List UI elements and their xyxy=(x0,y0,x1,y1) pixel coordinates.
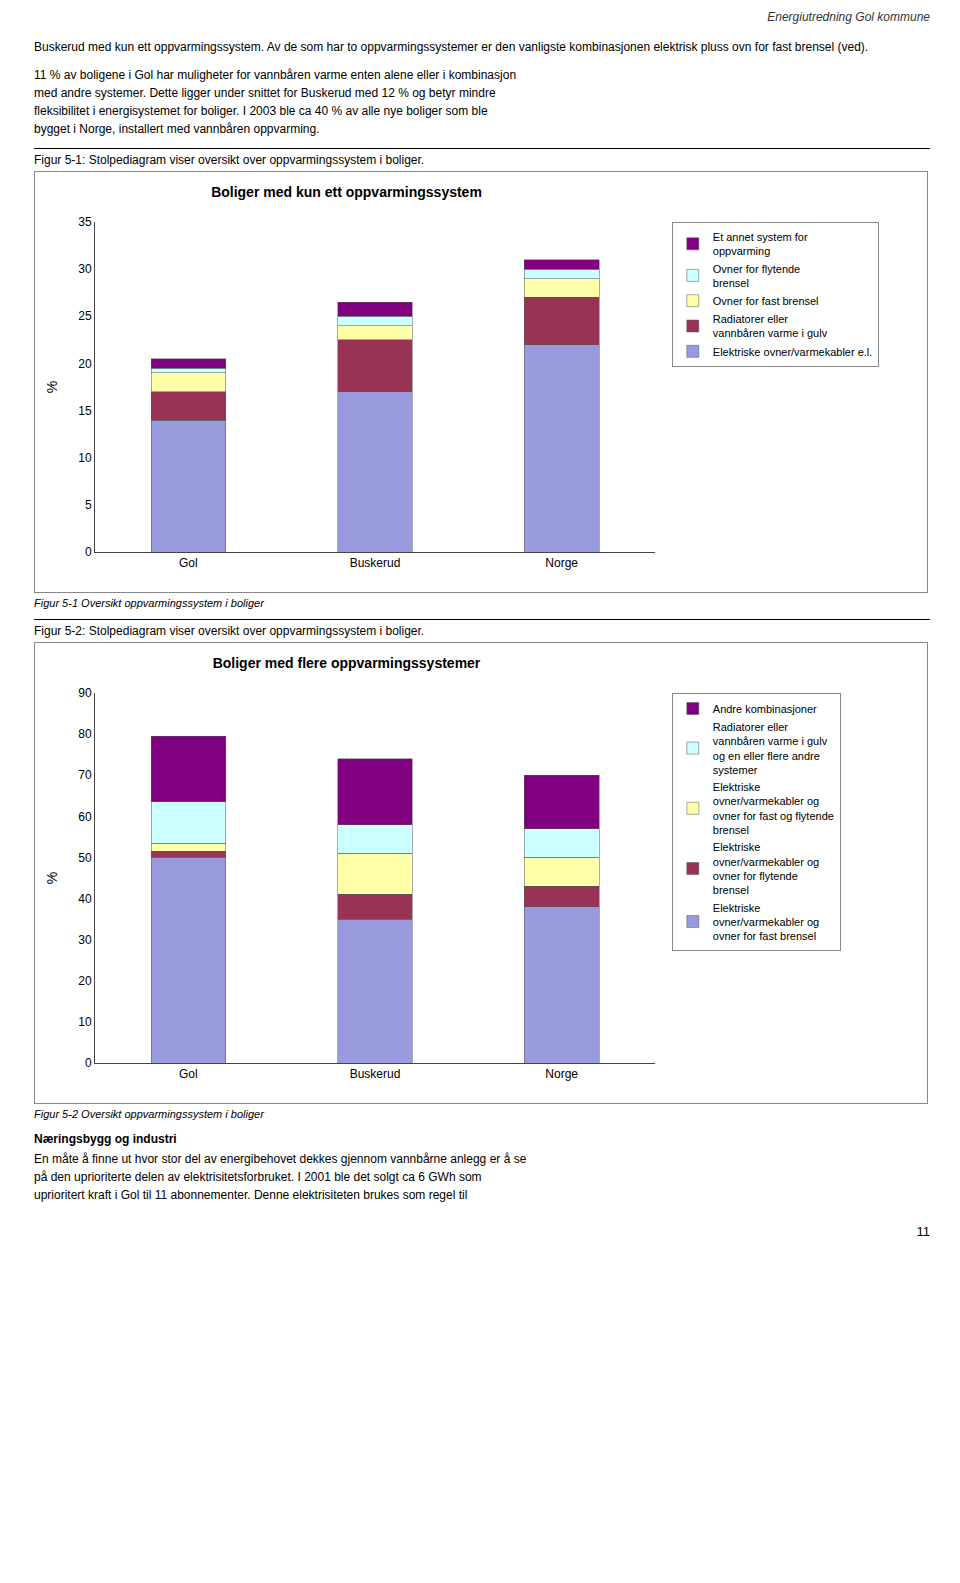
svg-text:25: 25 xyxy=(78,309,92,323)
svg-text:Gol: Gol xyxy=(179,556,198,570)
svg-text:10: 10 xyxy=(78,451,92,465)
svg-text:15: 15 xyxy=(78,404,92,418)
html-text:fleksibilitet i energisystemet: fleksibilitet i energisystemet for bolig… xyxy=(34,104,488,118)
svg-text:Boliger med kun ett oppvarming: Boliger med kun ett oppvarmingssystem xyxy=(211,184,482,200)
svg-text:Buskerud: Buskerud xyxy=(350,1067,401,1081)
svg-text:Norge: Norge xyxy=(545,556,578,570)
svg-text:30: 30 xyxy=(78,262,92,276)
html-text:Energiutredning Gol kommune: Energiutredning Gol kommune xyxy=(767,10,930,24)
svg-text:Radiatorer ellervannbåren varm: Radiatorer ellervannbåren varme i gulv xyxy=(713,313,828,339)
svg-text:Andre kombinasjoner: Andre kombinasjoner xyxy=(713,703,817,715)
html-text:bygget i Norge, installert med: bygget i Norge, installert med vannbåren… xyxy=(34,122,320,136)
svg-text:Gol: Gol xyxy=(179,1067,198,1081)
svg-text:5: 5 xyxy=(85,498,92,512)
html-text:Næringsbygg og industri: Næringsbygg og industri xyxy=(34,1132,177,1146)
svg-text:30: 30 xyxy=(78,933,92,947)
svg-text:10: 10 xyxy=(78,1015,92,1029)
svg-text:Ovner for flytendebrensel: Ovner for flytendebrensel xyxy=(713,263,800,289)
svg-text:%: % xyxy=(44,872,60,884)
html-text:uprioritert kraft i Gol til 11: uprioritert kraft i Gol til 11 abonnemen… xyxy=(34,1188,468,1202)
svg-text:0: 0 xyxy=(85,1056,92,1070)
svg-text:20: 20 xyxy=(78,974,92,988)
svg-text:35: 35 xyxy=(78,215,92,229)
svg-text:Buskerud: Buskerud xyxy=(350,556,401,570)
svg-text:70: 70 xyxy=(78,768,92,782)
html-text:Buskerud med kun ett oppvarmin: Buskerud med kun ett oppvarmingssystem. … xyxy=(34,40,869,54)
svg-text:Elektriskeovner/varmekabler og: Elektriskeovner/varmekabler ogovner for … xyxy=(713,781,834,836)
svg-text:0: 0 xyxy=(85,545,92,559)
html-text:Figur 5-1 Oversikt oppvarmings: Figur 5-1 Oversikt oppvarmingssystem i b… xyxy=(34,597,264,609)
html-text:Figur 5-1: Stolpediagram viser: Figur 5-1: Stolpediagram viser oversikt … xyxy=(34,153,425,167)
svg-text:Elektriskeovner/varmekabler og: Elektriskeovner/varmekabler ogovner for … xyxy=(713,902,819,943)
html-text:En måte å finne ut hvor stor d: En måte å finne ut hvor stor del av ener… xyxy=(34,1152,527,1166)
html-text:Figur 5-2 Oversikt oppvarmings: Figur 5-2 Oversikt oppvarmingssystem i b… xyxy=(34,1108,264,1120)
svg-text:Ovner for fast brensel: Ovner for fast brensel xyxy=(713,295,819,307)
svg-text:Boliger med flere oppvarmingss: Boliger med flere oppvarmingssystemer xyxy=(213,655,481,671)
svg-text:Et annet system foroppvarming: Et annet system foroppvarming xyxy=(713,231,808,257)
html-text:11: 11 xyxy=(916,1224,930,1239)
svg-text:50: 50 xyxy=(78,851,92,865)
html-text:på den uprioriterte delen av e: på den uprioriterte delen av elektrisite… xyxy=(34,1170,482,1184)
svg-text:90: 90 xyxy=(78,686,92,700)
svg-text:40: 40 xyxy=(78,892,92,906)
svg-text:Radiatorer ellervannbåren varm: Radiatorer ellervannbåren varme i gulvog… xyxy=(713,721,828,776)
html-text:med andre systemer. Dette ligg: med andre systemer. Dette ligger under s… xyxy=(34,86,496,100)
svg-text:%: % xyxy=(44,381,60,393)
svg-text:60: 60 xyxy=(78,810,92,824)
svg-text:Elektriske ovner/varmekabler e: Elektriske ovner/varmekabler e.l. xyxy=(713,346,873,358)
html-text:11 % av boligene i Gol har mul: 11 % av boligene i Gol har muligheter fo… xyxy=(34,68,517,82)
svg-text:Norge: Norge xyxy=(545,1067,578,1081)
svg-text:20: 20 xyxy=(78,357,92,371)
svg-text:80: 80 xyxy=(78,727,92,741)
svg-text:Elektriskeovner/varmekabler og: Elektriskeovner/varmekabler ogovner for … xyxy=(713,841,819,896)
html-text:Figur 5-2: Stolpediagram viser: Figur 5-2: Stolpediagram viser oversikt … xyxy=(34,624,425,638)
